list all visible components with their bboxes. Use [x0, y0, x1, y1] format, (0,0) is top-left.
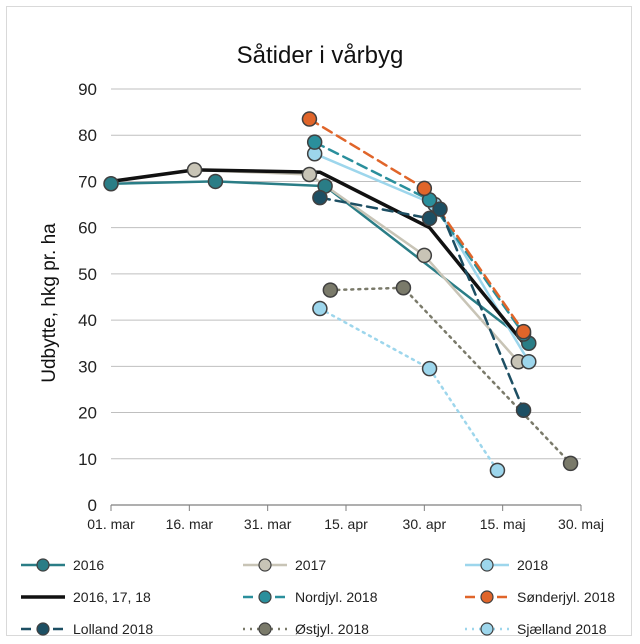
legend-swatch-marker	[36, 622, 50, 636]
series-layer	[103, 111, 579, 479]
series-line	[193, 168, 520, 363]
y-tick-label: 60	[78, 219, 97, 238]
data-point	[207, 173, 224, 190]
legend-label: Østjyl. 2018	[295, 621, 369, 637]
axes: 0 10 20 30 40 50 60 70 80 90 01. mar 16. mar 31. mar…	[78, 80, 604, 532]
x-tick-label: 15. maj	[480, 516, 526, 532]
legend-swatch-marker	[258, 590, 272, 604]
legend-label: 2016	[73, 557, 104, 573]
y-tick-label: 40	[78, 311, 97, 330]
series-line	[318, 307, 499, 472]
legend-label: 2018	[517, 557, 548, 573]
data-point	[301, 166, 318, 183]
y-axis-label: Udbytte, hkg pr. ha	[39, 223, 60, 383]
data-point	[432, 201, 448, 217]
data-point	[306, 134, 323, 150]
legend-swatch-marker	[258, 622, 272, 636]
data-point	[421, 360, 438, 377]
y-tick-label: 0	[88, 496, 97, 515]
legend-swatch-marker	[480, 590, 494, 604]
legend-swatch-marker	[36, 558, 50, 572]
x-tick-label: 31. mar	[244, 516, 292, 532]
legend-swatch-marker	[480, 558, 494, 572]
data-point	[186, 162, 203, 178]
data-point	[416, 180, 433, 197]
series-line	[109, 168, 526, 345]
legend-label: 2016, 17, 18	[73, 589, 151, 605]
series-line	[109, 180, 531, 345]
data-point	[562, 455, 579, 472]
x-tick-label: 16. mar	[166, 516, 214, 532]
x-tick-label: 15. apr	[324, 516, 368, 532]
data-point	[515, 402, 532, 418]
legend-label: Nordjyl. 2018	[295, 589, 378, 605]
legend-swatch-marker	[258, 558, 272, 572]
data-point	[301, 111, 318, 127]
series-line	[329, 286, 572, 465]
y-tick-label: 90	[78, 80, 97, 99]
legend: 2016 2017 2018 2016, 17, 18 Nordjyl. 2018 Søn…	[21, 557, 615, 637]
data-point	[521, 353, 537, 370]
chart-svg: Såtider i vårbyg Udbytte, hkg pr. ha 0 10…	[21, 42, 615, 637]
chart-frame: Såtider i vårbyg Udbytte, hkg pr. ha 0 10…	[6, 6, 632, 637]
data-point	[312, 189, 328, 206]
y-tick-label: 20	[78, 404, 97, 423]
data-point	[489, 462, 506, 479]
y-tick-label: 30	[78, 357, 97, 376]
legend-label: Sønderjyl. 2018	[517, 589, 615, 605]
x-tick-label: 30. maj	[558, 516, 604, 532]
data-point	[103, 176, 119, 192]
data-point	[416, 247, 433, 264]
y-tick-label: 50	[78, 265, 97, 284]
legend-label: Sjælland 2018	[517, 621, 607, 637]
y-tick-label: 10	[78, 450, 97, 469]
data-point	[421, 210, 438, 227]
legend-label: Lolland 2018	[73, 621, 153, 637]
x-tick-label: 30. apr	[403, 516, 447, 532]
y-tick-label: 70	[78, 172, 97, 191]
gridlines	[111, 88, 581, 506]
y-tick-label: 80	[78, 126, 97, 145]
legend-label: 2017	[295, 557, 326, 573]
data-point	[395, 280, 412, 296]
data-point	[515, 323, 532, 340]
legend-swatch-marker	[480, 622, 494, 636]
data-point	[322, 282, 339, 298]
data-point	[312, 300, 328, 317]
chart-title: Såtider i vårbyg	[237, 42, 404, 69]
x-tick-label: 01. mar	[87, 516, 135, 532]
